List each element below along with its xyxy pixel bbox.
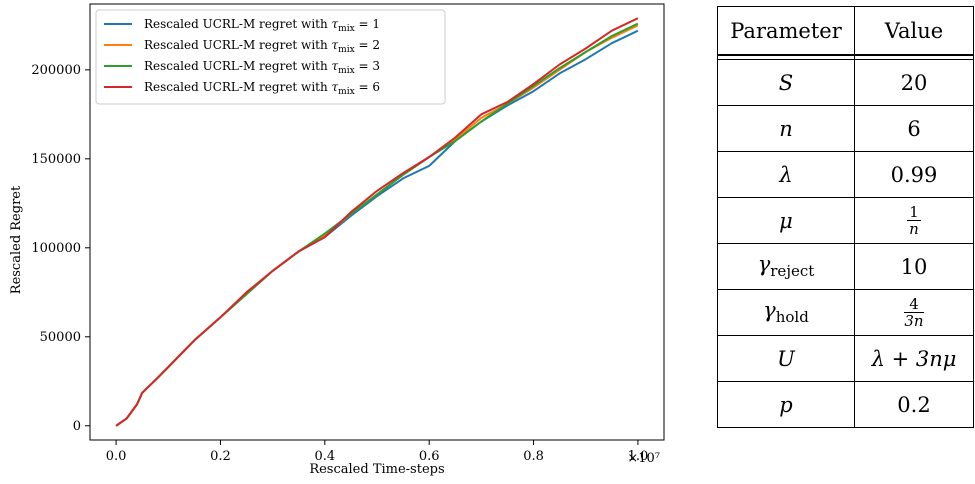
y-axis-label: Rescaled Regret: [9, 185, 24, 294]
x-axis-multiplier: ×10⁷: [627, 451, 660, 466]
y-tick-label: 150000: [31, 152, 81, 167]
value-p: 0.2: [854, 381, 974, 428]
ticks-layer: 0.0 0.2 0.4 0.6 0.8 1.0 0 50000 100000 150000 2000…: [31, 63, 648, 464]
y-tick-label: 200000: [31, 63, 81, 78]
param-gamma-hold: γhold: [717, 289, 855, 336]
x-tick-label: 0.2: [210, 449, 231, 464]
param-p: p: [717, 381, 855, 428]
table-row-p: p 0.2: [717, 381, 974, 428]
value-U: λ + 3nμ: [854, 335, 974, 382]
param-gamma-reject-symbol: γ: [757, 252, 771, 277]
y-tick-label: 0: [73, 419, 81, 434]
x-axis-label: Rescaled Time-steps: [309, 462, 444, 477]
table-row-n: n 6: [717, 105, 974, 152]
value-S: 20: [854, 59, 974, 106]
x-tick-label: 0.0: [106, 449, 127, 464]
value-mu-denominator: n: [909, 220, 919, 238]
x-tick-label: 1.0: [628, 449, 649, 464]
parameter-table: Parameter Value S 20 n 6 λ 0.99 μ 1 n γr…: [717, 6, 974, 428]
param-U: U: [717, 335, 855, 382]
value-gamma-hold-numerator: 4: [904, 296, 924, 313]
legend: Rescaled UCRL-M regret with τmix = 1 Resc…: [95, 9, 446, 105]
series-line-tau-mix-6: [115, 17, 639, 427]
param-S: S: [717, 59, 855, 106]
y-tick-label: 50000: [40, 330, 81, 345]
table-row-gamma-reject: γreject 10: [717, 243, 974, 290]
table-row-S: S 20: [717, 59, 974, 106]
param-gamma-hold-symbol: γ: [763, 298, 776, 323]
value-lambda: 0.99: [854, 151, 974, 198]
legend-entry: Rescaled UCRL-M regret with τmix = 6: [144, 80, 380, 97]
table-row-mu: μ 1 n: [717, 197, 974, 244]
line-chart: 0.0 0.2 0.4 0.6 0.8 1.0 0 50000 100000 150000 2000…: [9, 3, 665, 477]
y-tick-label: 100000: [31, 241, 81, 256]
value-mu-numerator: 1: [907, 203, 921, 221]
value-gamma-hold-denominator: 3n: [904, 312, 924, 330]
x-tick-label: 0.4: [314, 449, 335, 464]
plot-area: [89, 3, 665, 441]
legend-entry: Rescaled UCRL-M regret with τmix = 1: [144, 17, 380, 34]
value-gamma-reject: 10: [854, 243, 974, 290]
x-tick-label: 0.8: [523, 449, 544, 464]
value-n: 6: [854, 105, 974, 152]
legend-box: [95, 9, 446, 105]
series-layer: [115, 17, 639, 427]
header-value: Value: [854, 6, 974, 56]
table-row-gamma-hold: γhold 4 3n: [717, 289, 974, 336]
header-parameter: Parameter: [717, 6, 855, 56]
param-mu: μ: [717, 197, 855, 244]
param-lambda: λ: [717, 151, 855, 198]
axes-frame: [89, 3, 665, 441]
value-mu: 1 n: [854, 197, 974, 244]
legend-entry: Rescaled UCRL-M regret with τmix = 3: [144, 59, 380, 76]
table-header-row: Parameter Value: [717, 6, 974, 56]
table-row-U: U λ + 3nμ: [717, 335, 974, 382]
value-gamma-hold: 4 3n: [854, 289, 974, 336]
table-row-lambda: λ 0.99: [717, 151, 974, 198]
param-n: n: [717, 105, 855, 152]
param-gamma-reject-sub: reject: [770, 262, 815, 281]
param-gamma-hold-sub: hold: [775, 308, 809, 327]
param-gamma-reject: γreject: [717, 243, 855, 290]
legend-entry: Rescaled UCRL-M regret with τmix = 2: [144, 38, 380, 55]
x-tick-label: 0.6: [419, 449, 440, 464]
